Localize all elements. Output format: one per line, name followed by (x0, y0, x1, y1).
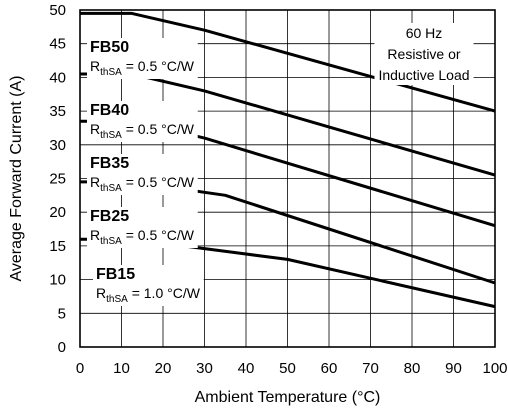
x-tick-label: 50 (279, 360, 296, 377)
series-label-fb50: FB50 RthSA = 0.5 °C/W (87, 38, 198, 79)
y-tick-labels: 0 5 10 15 20 25 30 35 40 45 50 (49, 2, 66, 356)
condition-note: 60 Hz Resistive or Inductive Load (374, 23, 474, 85)
y-tick-label: 45 (49, 36, 66, 53)
y-tick-label: 0 (58, 339, 66, 356)
series-name: FB25 (90, 208, 129, 225)
y-tick-label: 50 (49, 2, 66, 19)
series-name: FB35 (90, 155, 129, 172)
series-thermal-resistance: RthSA = 0.5 °C/W (90, 58, 195, 78)
x-tick-label: 100 (482, 360, 507, 377)
series-name: FB15 (96, 266, 135, 283)
series-thermal-resistance: RthSA = 0.5 °C/W (90, 227, 195, 247)
y-tick-label: 25 (49, 171, 66, 188)
x-tick-label: 30 (196, 360, 213, 377)
series-label-fb40: FB40 RthSA = 0.5 °C/W (87, 101, 198, 142)
series-thermal-resistance: RthSA = 0.5 °C/W (90, 121, 195, 141)
x-tick-labels: 0 10 20 30 40 50 60 70 80 90 100 (76, 360, 508, 377)
y-tick-label: 15 (49, 238, 66, 255)
series-label-fb15: FB15 RthSA = 1.0 °C/W (93, 265, 204, 306)
y-axis-label: Average Forward Current (A) (8, 76, 25, 282)
x-tick-label: 90 (445, 360, 462, 377)
series-thermal-resistance: RthSA = 0.5 °C/W (90, 174, 195, 194)
label-backing (87, 154, 198, 195)
condition-backing (374, 23, 474, 85)
series-label-fb25: FB25 RthSA = 0.5 °C/W (87, 207, 198, 248)
x-tick-label: 40 (238, 360, 255, 377)
label-backing (87, 101, 198, 142)
x-tick-label: 60 (321, 360, 338, 377)
series-label-group: FB50 RthSA = 0.5 °C/W FB40 RthSA = 0.5 °C/W… (87, 38, 204, 306)
x-tick-label: 20 (155, 360, 172, 377)
y-tick-label: 35 (49, 103, 66, 120)
y-tick-label: 30 (49, 137, 66, 154)
condition-line: Resistive or (387, 46, 460, 62)
series-thermal-resistance: RthSA = 1.0 °C/W (96, 285, 201, 305)
plot-frame (79, 9, 496, 348)
series-name: FB50 (90, 39, 129, 56)
x-tick-label: 70 (362, 360, 379, 377)
condition-line: Inductive Load (378, 67, 469, 83)
y-tick-label: 20 (49, 204, 66, 221)
y-tick-label: 5 (58, 305, 66, 322)
label-backing (93, 265, 204, 306)
x-tick-label: 0 (76, 360, 84, 377)
x-tick-label: 10 (113, 360, 130, 377)
label-backing (87, 38, 198, 79)
label-backing (87, 207, 198, 248)
curve-fb50 (80, 11, 496, 113)
series-name: FB40 (90, 102, 129, 119)
condition-line: 60 Hz (406, 25, 443, 41)
y-tick-label: 10 (49, 272, 66, 289)
x-axis-label: Ambient Temperature (°C) (195, 389, 381, 406)
series-label-fb35: FB35 RthSA = 0.5 °C/W (87, 154, 198, 195)
y-tick-label: 40 (49, 69, 66, 86)
x-tick-label: 80 (404, 360, 421, 377)
